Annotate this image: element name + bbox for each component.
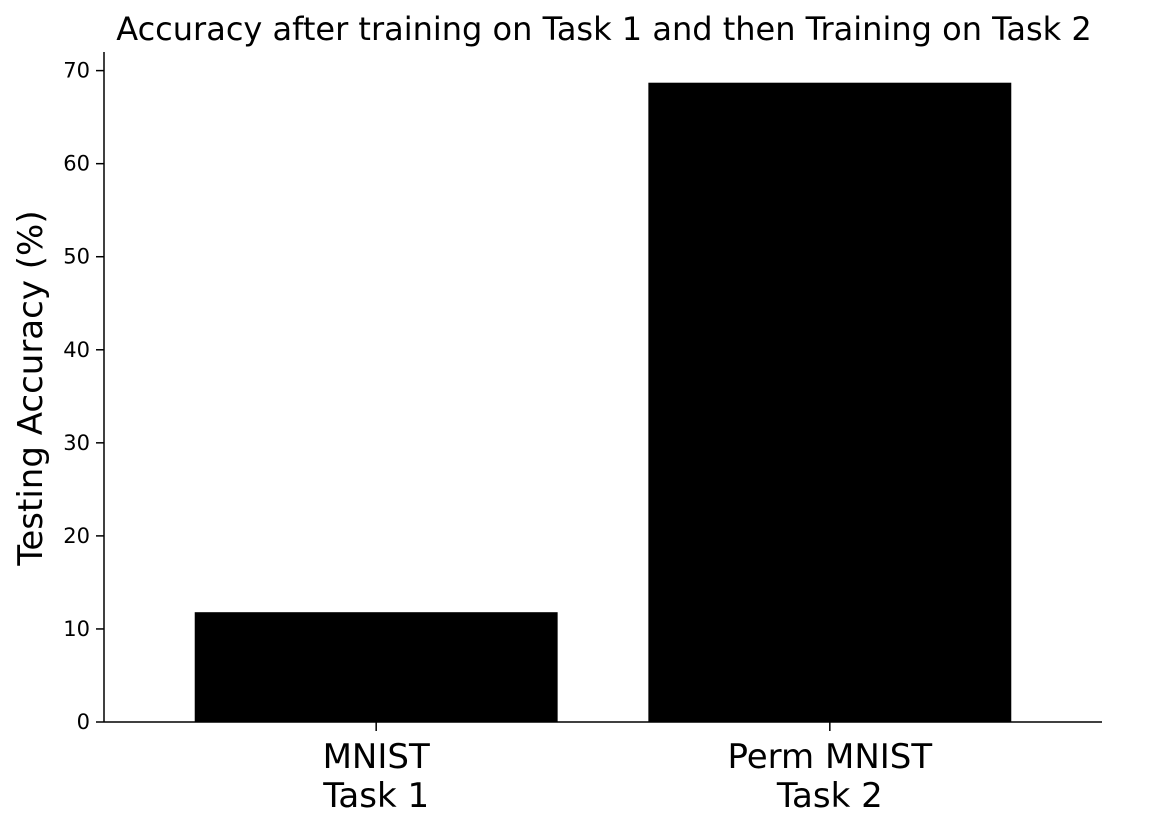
y-tick-label-7: 70 bbox=[63, 59, 90, 83]
y-tick-label-5: 50 bbox=[63, 245, 90, 269]
x-tick-label-line-0-1: Task 1 bbox=[322, 776, 429, 816]
y-tick-label-1: 10 bbox=[63, 617, 90, 641]
bar-0 bbox=[194, 612, 558, 722]
y-axis-label: Testing Accuracy (%) bbox=[11, 210, 51, 566]
x-tick-label-0: MNIST Task 1 bbox=[322, 737, 430, 816]
y-tick-label-2: 20 bbox=[63, 524, 90, 548]
y-tick-label-4: 40 bbox=[63, 338, 90, 362]
x-tick-label-line-1-0: Perm MNIST bbox=[727, 737, 932, 777]
chart-title: Accuracy after training on Task 1 and th… bbox=[116, 10, 1091, 48]
bars-layer bbox=[194, 82, 1012, 723]
x-tick-label-line-1-1: Task 2 bbox=[776, 776, 883, 816]
y-tick-label-3: 30 bbox=[63, 431, 90, 455]
x-tick-label-1: Perm MNIST Task 2 bbox=[727, 737, 932, 816]
y-tick-label-6: 60 bbox=[63, 152, 90, 176]
x-tick-label-line-0-0: MNIST bbox=[323, 737, 430, 777]
bar-1 bbox=[648, 82, 1012, 723]
y-tick-label-0: 0 bbox=[77, 710, 90, 734]
